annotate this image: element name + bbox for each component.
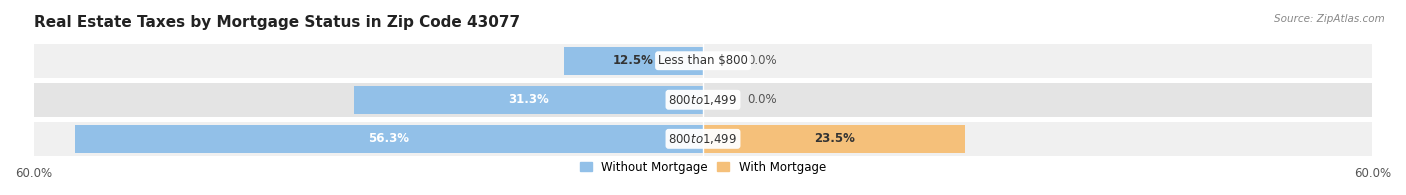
Text: 23.5%: 23.5% (814, 132, 855, 145)
Text: Source: ZipAtlas.com: Source: ZipAtlas.com (1274, 14, 1385, 24)
Text: $800 to $1,499: $800 to $1,499 (668, 132, 738, 146)
Text: $800 to $1,499: $800 to $1,499 (668, 93, 738, 107)
Text: 12.5%: 12.5% (613, 54, 654, 67)
Legend: Without Mortgage, With Mortgage: Without Mortgage, With Mortgage (581, 161, 825, 174)
Text: 0.0%: 0.0% (748, 54, 778, 67)
Text: 31.3%: 31.3% (508, 93, 548, 106)
Bar (564, 47, 703, 75)
Bar (703, 125, 965, 153)
Text: 0.0%: 0.0% (748, 93, 778, 106)
Text: 56.3%: 56.3% (368, 132, 409, 145)
Bar (34, 83, 1372, 117)
Text: Real Estate Taxes by Mortgage Status in Zip Code 43077: Real Estate Taxes by Mortgage Status in … (34, 15, 520, 30)
Bar (34, 43, 1372, 78)
Bar (75, 125, 703, 153)
Text: Less than $800: Less than $800 (658, 54, 748, 67)
Bar (34, 122, 1372, 156)
Bar (354, 86, 703, 114)
